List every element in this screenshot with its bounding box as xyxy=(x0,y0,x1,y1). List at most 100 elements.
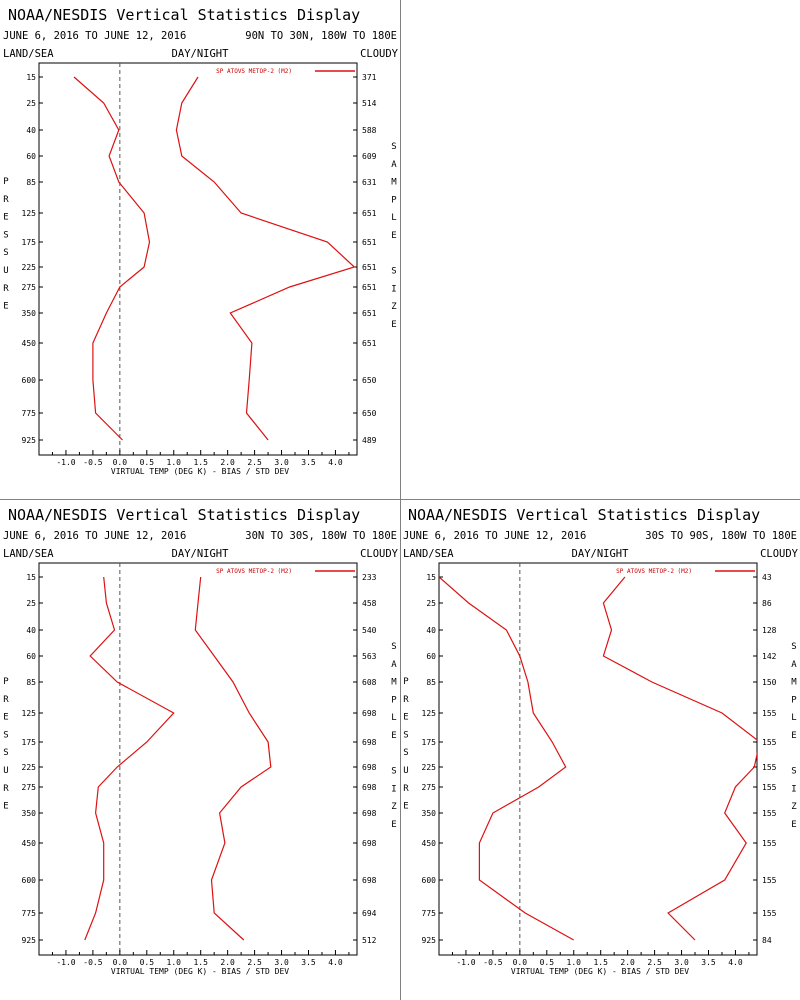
x-tick-label: 2.5 xyxy=(247,958,262,967)
x-tick-label: 1.0 xyxy=(167,458,182,467)
chart-title: NOAA/NESDIS Vertical Statistics Display xyxy=(408,506,760,524)
x-axis-label: VIRTUAL TEMP (DEG K) - BIAS / STD DEV xyxy=(111,967,289,976)
sample-size-label: 86 xyxy=(762,599,772,608)
pressure-tick-label: 450 xyxy=(22,839,37,848)
sample-size-label: 371 xyxy=(362,73,377,82)
x-tick-label: 1.0 xyxy=(167,958,182,967)
pressure-tick-label: 125 xyxy=(22,209,37,218)
sample-size-label: 588 xyxy=(362,126,377,135)
day-night-header: DAY/NIGHT xyxy=(572,548,630,560)
pressure-tick-label: 350 xyxy=(422,809,437,818)
pressure-tick-label: 600 xyxy=(22,876,37,885)
x-tick-label: 3.0 xyxy=(674,958,689,967)
sample-size-label: 155 xyxy=(762,876,777,885)
plot-frame xyxy=(38,562,358,956)
x-tick-label: 4.0 xyxy=(328,458,343,467)
x-tick-label: 0.0 xyxy=(113,958,128,967)
panel-separator-vertical xyxy=(400,0,401,1000)
x-tick-label: -1.0 xyxy=(56,458,75,467)
sample-size-label: 694 xyxy=(362,909,377,918)
pressure-tick-label: 60 xyxy=(26,152,36,161)
x-tick-label: 2.0 xyxy=(220,458,235,467)
sample-size-label: 651 xyxy=(362,339,377,348)
day-night-header: DAY/NIGHT xyxy=(172,48,230,60)
pressure-tick-label: 225 xyxy=(22,263,37,272)
plot-frame xyxy=(38,62,358,456)
x-tick-label: 0.0 xyxy=(113,458,128,467)
sample-size-label: 698 xyxy=(362,738,377,747)
x-tick-label: -0.5 xyxy=(483,958,502,967)
x-tick-label: 3.5 xyxy=(701,958,716,967)
pressure-tick-label: 775 xyxy=(422,909,437,918)
x-tick-label: 3.5 xyxy=(301,458,316,467)
x-tick-label: 4.0 xyxy=(728,958,743,967)
sample-size-label: 651 xyxy=(362,209,377,218)
pressure-tick-label: 225 xyxy=(422,763,437,772)
sample-size-label: 608 xyxy=(362,678,377,687)
sample-size-label: 155 xyxy=(762,839,777,848)
sample-size-label: 84 xyxy=(762,936,772,945)
pressure-tick-label: 85 xyxy=(26,678,36,687)
chart-title: NOAA/NESDIS Vertical Statistics Display xyxy=(8,506,360,524)
x-tick-label: 3.0 xyxy=(274,458,289,467)
sample-size-label: 698 xyxy=(362,709,377,718)
sample-size-label: 563 xyxy=(362,652,377,661)
pressure-tick-label: 175 xyxy=(22,738,37,747)
pressure-tick-label: 350 xyxy=(22,809,37,818)
sample-size-label: 233 xyxy=(362,573,377,582)
sample-size-label: 651 xyxy=(362,238,377,247)
std-dev-series-line xyxy=(175,76,356,441)
sample-size-label: 631 xyxy=(362,178,377,187)
date-range: JUNE 6, 2016 TO JUNE 12, 2016 xyxy=(3,30,186,42)
x-tick-label: 2.0 xyxy=(620,958,635,967)
sample-size-label: 155 xyxy=(762,738,777,747)
pressure-tick-label: 175 xyxy=(22,238,37,247)
sample-size-label: 155 xyxy=(762,783,777,792)
x-axis-label: VIRTUAL TEMP (DEG K) - BIAS / STD DEV xyxy=(511,967,689,976)
pressure-tick-label: 925 xyxy=(22,436,37,445)
pressure-tick-label: 925 xyxy=(422,936,437,945)
date-range: JUNE 6, 2016 TO JUNE 12, 2016 xyxy=(403,530,586,542)
day-night-header: DAY/NIGHT xyxy=(172,548,230,560)
sample-size-label: 698 xyxy=(362,783,377,792)
chart-panel-2: NOAA/NESDIS Vertical Statistics Display J… xyxy=(3,506,399,976)
pressure-tick-label: 450 xyxy=(22,339,37,348)
legend-label: SP ATOVS METOP-2 (M2) xyxy=(216,568,292,575)
x-tick-label: 4.0 xyxy=(328,958,343,967)
sample-size-label: 458 xyxy=(362,599,377,608)
x-tick-label: 0.5 xyxy=(140,958,155,967)
x-tick-label: -1.0 xyxy=(456,958,475,967)
panel-separator-horizontal xyxy=(0,499,800,500)
pressure-tick-label: 275 xyxy=(22,283,37,292)
x-tick-label: 0.0 xyxy=(513,958,528,967)
pressure-tick-label: 775 xyxy=(22,909,37,918)
pressure-tick-label: 40 xyxy=(26,126,36,135)
land-sea-header: LAND/SEA xyxy=(3,48,54,60)
sample-size-label: 698 xyxy=(362,809,377,818)
region: 30N TO 30S, 180W TO 180E xyxy=(245,530,397,542)
sample-size-label: 43 xyxy=(762,573,772,582)
pressure-tick-label: 775 xyxy=(22,409,37,418)
legend-label: SP ATOVS METOP-2 (M2) xyxy=(616,568,692,575)
std-dev-series-line xyxy=(602,576,757,941)
pressure-tick-label: 25 xyxy=(26,99,36,108)
sample-size-label: 698 xyxy=(362,839,377,848)
sample-size-label: 128 xyxy=(762,626,777,635)
pressure-tick-label: 925 xyxy=(22,936,37,945)
pressure-tick-label: 600 xyxy=(22,376,37,385)
pressure-tick-label: 125 xyxy=(22,709,37,718)
sample-size-label: 698 xyxy=(362,876,377,885)
x-tick-label: 1.0 xyxy=(567,958,582,967)
sample-size-label: 650 xyxy=(362,376,377,385)
x-tick-label: -1.0 xyxy=(56,958,75,967)
sample-size-label: 514 xyxy=(362,99,377,108)
x-tick-label: 1.5 xyxy=(593,958,608,967)
sample-size-label: 609 xyxy=(362,152,377,161)
x-tick-label: 2.0 xyxy=(220,958,235,967)
sample-size-label: 651 xyxy=(362,283,377,292)
